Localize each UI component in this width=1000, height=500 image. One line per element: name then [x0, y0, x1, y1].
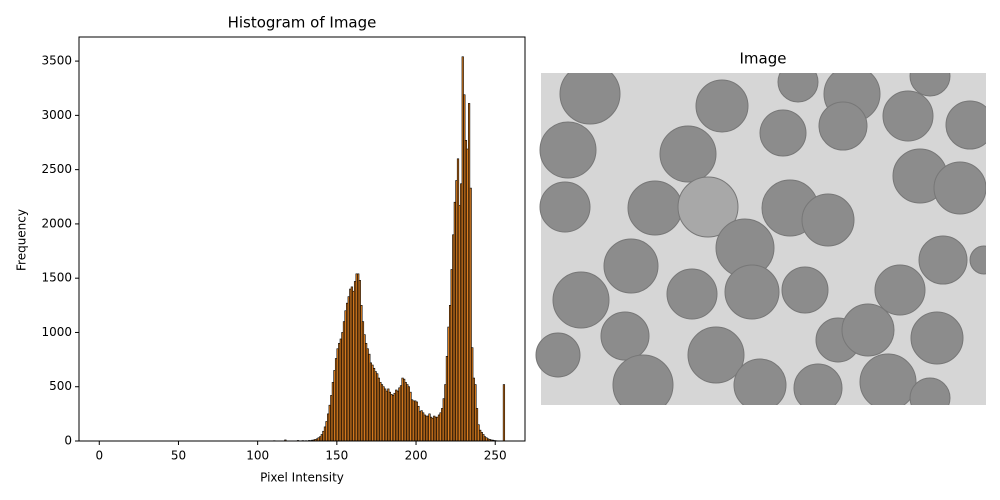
y-tick-label: 3000 — [41, 108, 72, 122]
axes-frame — [78, 36, 526, 442]
cell — [627, 180, 683, 236]
cell — [666, 268, 718, 320]
cell — [552, 271, 610, 329]
cell — [695, 79, 749, 133]
cell — [600, 311, 650, 361]
x-tick-label: 150 — [325, 449, 348, 463]
cell — [759, 109, 807, 157]
cell — [677, 176, 739, 238]
cell — [539, 121, 597, 179]
cell — [535, 332, 581, 378]
y-tick-label: 500 — [49, 379, 72, 393]
cell — [801, 193, 855, 247]
y-tick-label: 3500 — [41, 54, 72, 68]
image-mask — [986, 40, 1000, 410]
y-tick-label: 1500 — [41, 271, 72, 285]
cell — [933, 161, 987, 215]
x-tick-label: 0 — [95, 449, 103, 463]
cell — [818, 101, 868, 151]
cell — [724, 264, 780, 320]
bar — [502, 384, 506, 442]
y-tick-label: 2000 — [41, 216, 72, 230]
image-mask — [541, 40, 1000, 73]
cell — [659, 125, 717, 183]
cell — [841, 303, 895, 357]
image: Image — [535, 40, 1000, 500]
y-axis-label: Frequency — [15, 209, 29, 271]
cell — [859, 353, 917, 411]
image-title-overlay: Image — [740, 50, 787, 68]
image-mask — [541, 405, 1000, 500]
cell — [603, 238, 659, 294]
x-axis-label: Pixel Intensity — [260, 471, 344, 485]
cell — [733, 358, 787, 412]
x-tick-label: 250 — [484, 449, 507, 463]
cell — [874, 264, 926, 316]
y-tick-label: 2500 — [41, 162, 72, 176]
y-tick-label: 0 — [64, 434, 72, 448]
chart-title: Histogram of Image — [228, 14, 377, 32]
cell — [687, 326, 745, 384]
y-tick-label: 1000 — [41, 325, 72, 339]
cell — [781, 266, 829, 314]
cell — [882, 90, 934, 142]
x-tick-label: 200 — [405, 449, 428, 463]
cell — [910, 311, 964, 365]
cell — [539, 181, 591, 233]
x-tick-label: 50 — [171, 449, 186, 463]
cell — [918, 235, 968, 285]
cell — [793, 363, 843, 413]
x-tick-label: 100 — [246, 449, 269, 463]
